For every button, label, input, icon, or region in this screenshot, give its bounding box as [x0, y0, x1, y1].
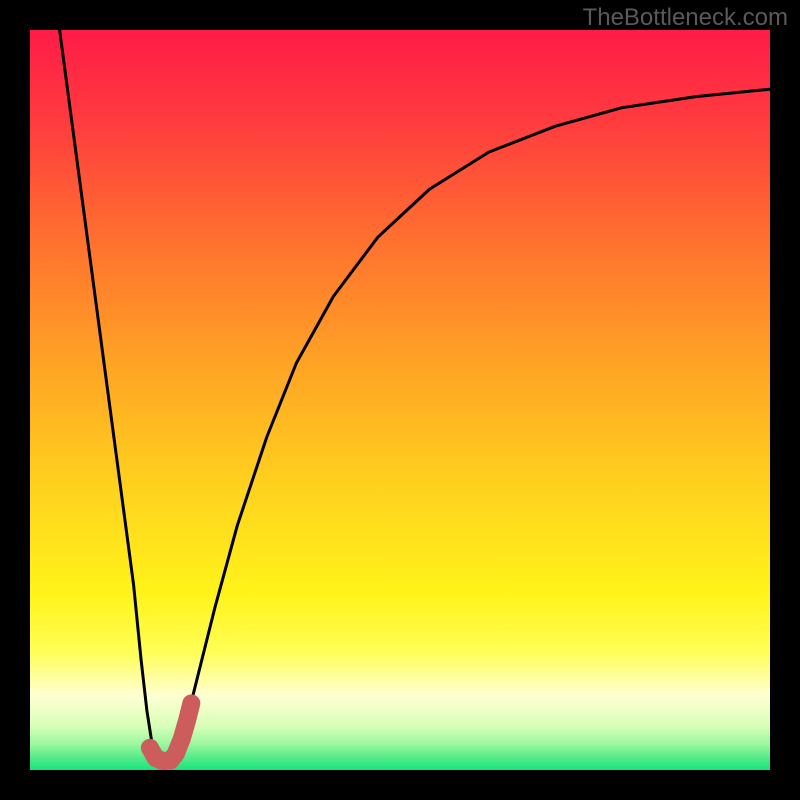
watermark-text: TheBottleneck.com	[583, 4, 788, 32]
chart-stage: TheBottleneck.com	[0, 0, 800, 800]
bottleneck-chart-svg	[0, 0, 800, 800]
